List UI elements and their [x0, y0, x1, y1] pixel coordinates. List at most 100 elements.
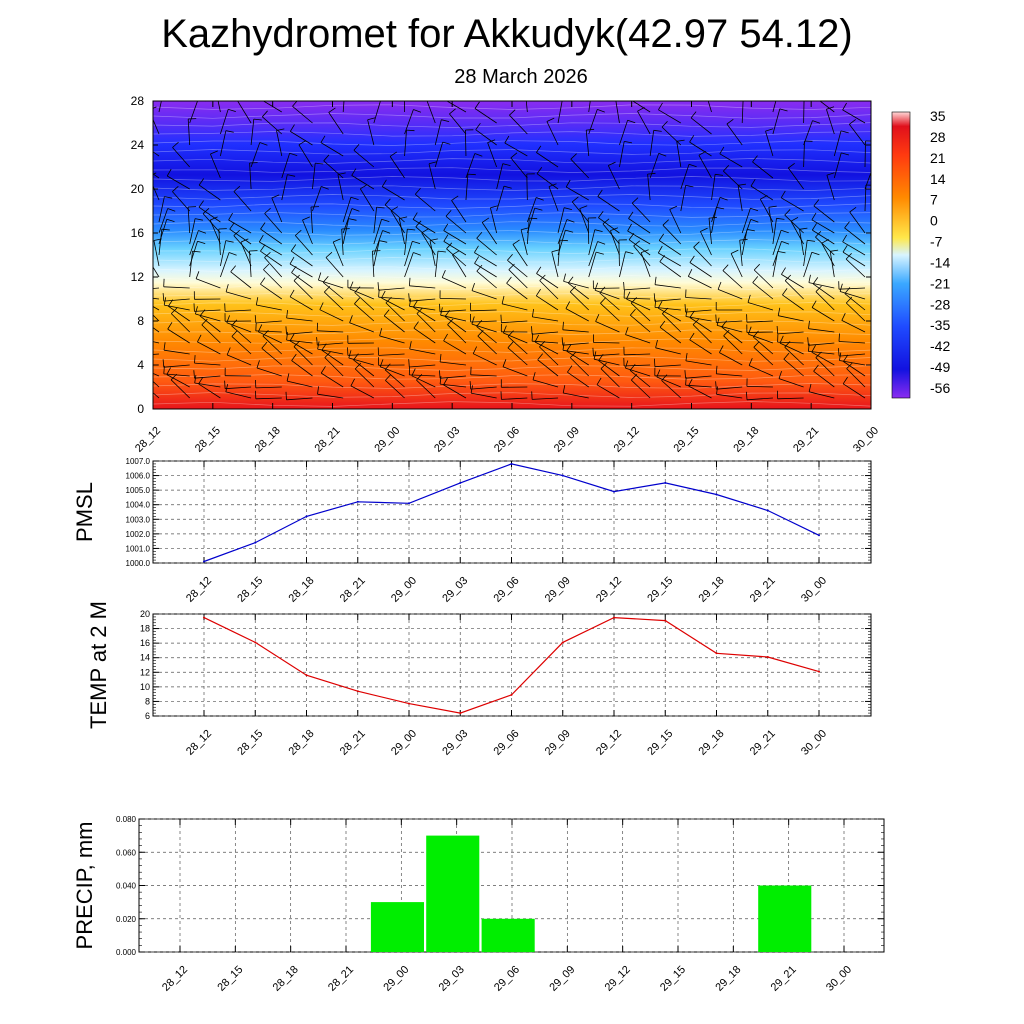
barb-staff	[474, 108, 497, 124]
barb-staff	[808, 328, 835, 333]
barb-staff	[783, 358, 804, 377]
precip-y-tick-label: 0.000	[116, 948, 137, 957]
wind-barb	[658, 233, 682, 256]
barb-staff	[443, 241, 467, 256]
wind-barb	[747, 294, 774, 311]
wind-barb	[684, 304, 712, 313]
barb-flag	[811, 300, 817, 308]
colorbar-label: -42	[930, 338, 950, 354]
wind-barb	[471, 282, 497, 300]
wind-barb	[286, 310, 313, 322]
barb-staff	[259, 241, 282, 256]
barb-staff	[746, 386, 773, 388]
barb-staff	[168, 305, 190, 322]
barb-staff	[685, 375, 712, 379]
precip-x-tick-label: 29_00	[381, 964, 411, 994]
barb-staff	[171, 313, 190, 333]
wind-barb	[260, 244, 283, 267]
barb-flag	[844, 221, 850, 229]
pmsl-point	[715, 493, 718, 496]
temp2m-x-tick-label: 29_15	[645, 728, 675, 758]
barb-flag	[658, 153, 667, 157]
barb-staff	[690, 117, 712, 135]
wind-barb	[566, 344, 589, 366]
wind-barb	[588, 109, 605, 135]
wind-barb	[593, 334, 620, 344]
wind-barb	[864, 140, 871, 168]
barb-staff	[502, 303, 528, 311]
wind-barb	[255, 322, 282, 333]
barb-flag	[230, 265, 237, 273]
barb-staff	[240, 241, 252, 267]
wind-barb	[260, 277, 283, 300]
wind-barb	[378, 357, 405, 366]
barb-flag	[503, 185, 512, 189]
wind-barb	[557, 207, 572, 234]
barb-flag	[595, 251, 604, 255]
pmsl-x-tick-label: 29_09	[543, 575, 573, 605]
barb-flag	[197, 334, 202, 343]
wind-barb	[349, 315, 375, 333]
barb-flag	[723, 329, 730, 337]
precip-x-tick-label: 28_21	[326, 964, 356, 994]
barb-flag	[629, 308, 636, 316]
contour-line	[153, 185, 871, 191]
wind-barb	[385, 374, 405, 399]
barb-staff	[685, 384, 712, 388]
temp2m-x-tick-label: 29_21	[748, 728, 778, 758]
wind-barb	[347, 347, 374, 356]
barb-flag	[379, 240, 388, 243]
barb-staff	[447, 324, 467, 344]
barb-staff	[661, 126, 682, 146]
barb-staff	[741, 208, 751, 234]
barb-flag	[345, 86, 353, 87]
barb-staff	[209, 219, 221, 245]
wind-barb	[535, 288, 559, 311]
barb-flag	[849, 206, 857, 213]
barb-staff	[381, 297, 405, 311]
barb-staff	[716, 393, 743, 399]
barb-staff	[421, 232, 436, 256]
wind-barb	[783, 352, 804, 377]
barb-flag	[726, 118, 734, 125]
wind-barb	[618, 239, 627, 267]
barb-flag	[627, 223, 632, 232]
barb-flag	[449, 108, 456, 115]
wind-barb	[716, 386, 743, 399]
wind-barb	[254, 315, 282, 324]
barb-staff	[318, 279, 344, 289]
barb-staff	[536, 295, 559, 311]
wind-barb	[509, 109, 528, 135]
barb-staff	[752, 161, 774, 179]
barb-flag	[628, 91, 632, 98]
wind-barb	[746, 391, 773, 401]
temp2m-x-tick-label: 29_09	[543, 728, 573, 758]
wind-barb	[669, 205, 682, 234]
barb-staff	[474, 252, 497, 267]
wind-barb	[631, 197, 651, 223]
wind-barb	[153, 172, 160, 201]
barb-flag	[842, 234, 848, 243]
wind-barb	[158, 218, 175, 245]
pmsl-x-tick-label: 29_21	[748, 575, 778, 605]
barb-flag	[689, 310, 695, 318]
wind-barb	[233, 185, 252, 212]
temp-point	[203, 616, 205, 619]
wind-barb	[803, 120, 821, 146]
wind-barb	[359, 184, 375, 212]
wind-barb	[281, 174, 296, 201]
barb-staff	[286, 331, 313, 335]
temp2m-y-axis-title: TEMP at 2 M	[86, 601, 111, 729]
barb-staff	[846, 368, 866, 388]
barb-flag	[253, 118, 262, 121]
barb-flag	[657, 301, 663, 309]
barb-staff	[772, 218, 777, 245]
barb-flag	[600, 362, 607, 369]
barb-flag	[256, 360, 260, 369]
barb-staff	[197, 341, 221, 355]
barb-staff	[258, 331, 282, 344]
barb-staff	[630, 302, 651, 322]
wind-barb	[230, 265, 252, 289]
temp2m-y-tick-label: 18	[140, 624, 150, 634]
